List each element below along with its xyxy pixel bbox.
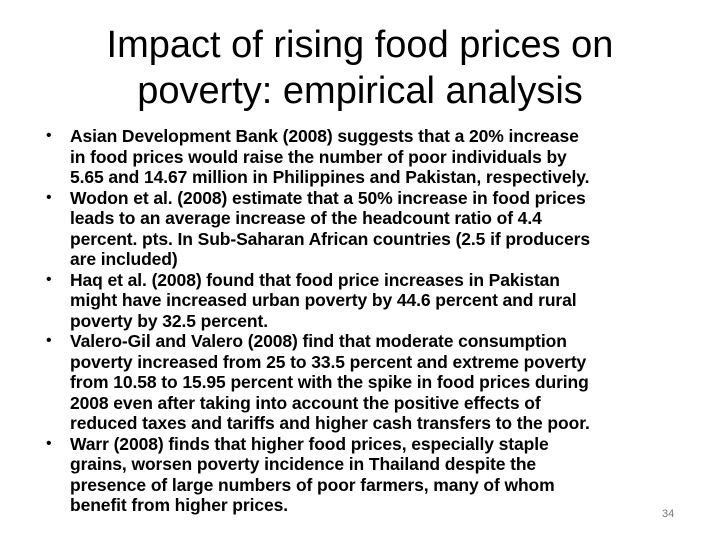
bullet-line: presence of large numbers of poor farmer… — [70, 474, 555, 495]
bullet-text: Valero-Gil and Valero (2008) find that m… — [70, 331, 678, 434]
bullet-item-warr: • Warr (2008) finds that higher food pri… — [46, 434, 678, 516]
title-line: poverty: empirical analysis — [137, 70, 583, 112]
bullet-line: grains, worsen poverty incidence in Thai… — [70, 454, 537, 474]
bullet-line: reduced taxes and tariffs and higher cas… — [70, 413, 590, 433]
bullet-item-adb: • Asian Development Bank (2008) suggests… — [46, 126, 678, 188]
bullet-line: in food prices would raise the number of… — [70, 146, 567, 167]
bullet-line: are included) — [70, 249, 178, 269]
bullet-item-wodon: • Wodon et al. (2008) estimate that a 50… — [46, 188, 678, 270]
bullet-text: Warr (2008) finds that higher food price… — [70, 434, 678, 516]
bullet-list: • Asian Development Bank (2008) suggests… — [46, 126, 678, 516]
bullet-line: percent. pts. In Sub-Saharan African cou… — [70, 228, 591, 249]
bullet-text: Haq et al. (2008) found that food price … — [70, 270, 678, 332]
bullet-icon: • — [46, 270, 52, 288]
bullet-line: leads to an average increase of the head… — [70, 208, 542, 228]
bullet-line: might have increased urban poverty by 44… — [70, 290, 577, 310]
bullet-line: benefit from higher prices. — [70, 495, 289, 515]
bullet-text: Wodon et al. (2008) estimate that a 50% … — [70, 188, 678, 270]
bullet-item-valero: • Valero-Gil and Valero (2008) find that… — [46, 331, 678, 434]
bullet-icon: • — [46, 127, 52, 144]
bullet-icon: • — [46, 188, 52, 206]
bullet-line: Valero-Gil and Valero (2008) find that m… — [70, 331, 567, 351]
page-number: 34 — [662, 508, 675, 520]
bullet-item-haq: • Haq et al. (2008) found that food pric… — [46, 270, 678, 332]
bullet-line: poverty increased from 25 to 33.5 percen… — [70, 351, 587, 372]
bullet-icon: • — [46, 434, 52, 452]
bullet-line: poverty by 32.5 percent. — [70, 310, 268, 331]
bullet-text: Asian Development Bank (2008) suggests t… — [70, 126, 678, 188]
bullet-line: 2008 even after taking into account the … — [70, 392, 541, 413]
title-line: Impact of rising food prices on — [106, 24, 614, 66]
bullet-line: 5.65 and 14.67 million in Philippines an… — [70, 167, 590, 187]
bullet-line: Haq et al. (2008) found that food price … — [70, 269, 560, 290]
bullet-line: Asian Development Bank (2008) suggests t… — [70, 126, 579, 146]
bullet-icon: • — [46, 332, 52, 349]
bullet-line: Warr (2008) finds that higher food price… — [70, 433, 549, 454]
bullet-line: from 10.58 to 15.95 percent with the spi… — [70, 372, 589, 392]
slide-title: Impact of rising food prices on poverty:… — [0, 22, 720, 114]
bullet-line: Wodon et al. (2008) estimate that a 50% … — [70, 187, 586, 208]
